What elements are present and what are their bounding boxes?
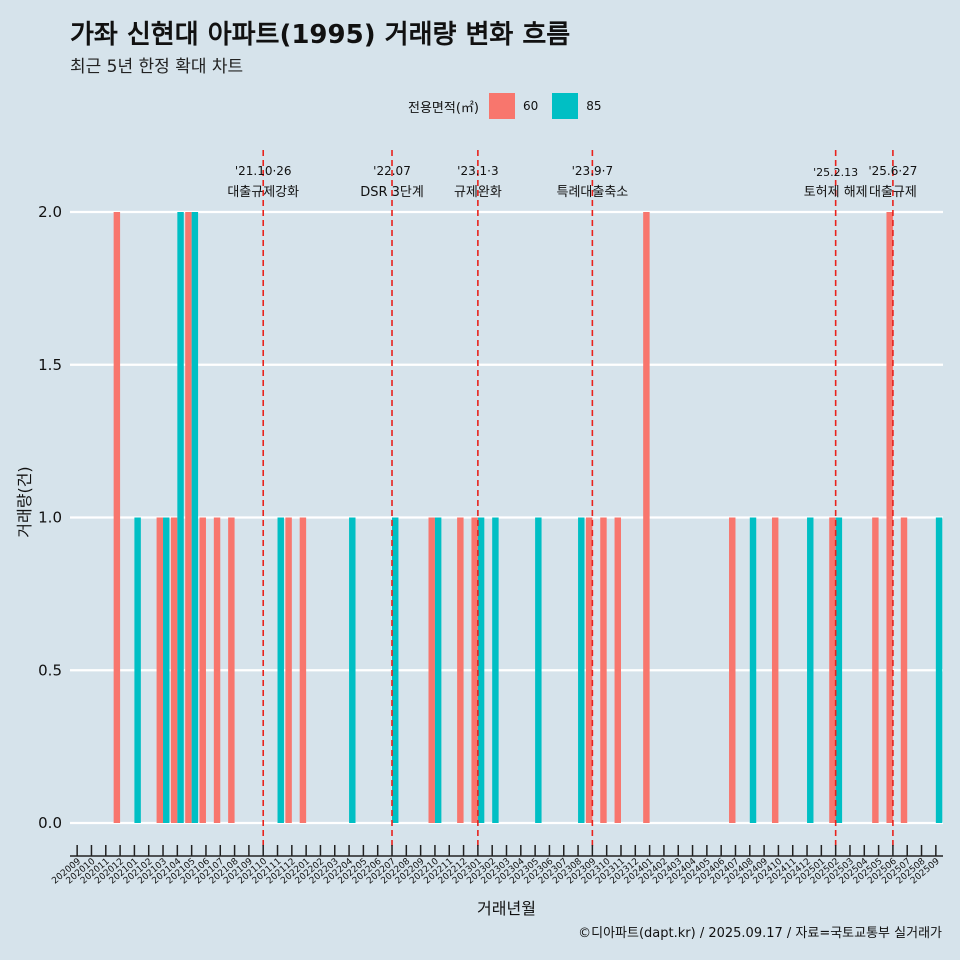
bar-60-202105 bbox=[185, 212, 192, 823]
y-axis-title: 거래량(건) bbox=[15, 466, 34, 537]
event-label: 규제완화 bbox=[454, 185, 502, 200]
y-tick-label: 0.0 bbox=[38, 814, 62, 832]
chart-title: 가좌 신현대 아파트(1995) 거래량 변화 흐름 bbox=[70, 20, 571, 50]
bar-85-202408 bbox=[749, 517, 757, 823]
bar-85-202509 bbox=[935, 517, 943, 823]
bar-60-202108 bbox=[228, 517, 235, 823]
event-label: 특례대출축소 bbox=[556, 185, 628, 200]
bar-60-202407 bbox=[729, 517, 736, 823]
event-date-label: '25.2.13 bbox=[813, 166, 858, 179]
bar-60-202210 bbox=[428, 517, 435, 823]
bar-60-202201 bbox=[299, 517, 307, 823]
bar-60-202506 bbox=[886, 212, 893, 823]
legend-label-60: 60 bbox=[522, 99, 539, 113]
bar-85-202204 bbox=[349, 517, 356, 823]
bar-85-202105 bbox=[191, 212, 199, 823]
bar-60-202311 bbox=[614, 517, 621, 823]
bar-60-202104 bbox=[170, 517, 178, 823]
bar-85-202305 bbox=[535, 517, 542, 823]
bar-60-202410 bbox=[771, 517, 779, 823]
bar-60-202502 bbox=[829, 517, 836, 823]
bar-60-202103 bbox=[156, 517, 164, 823]
bar-85-202412 bbox=[807, 517, 814, 823]
event-date-label: '25.6·27 bbox=[868, 164, 917, 178]
bar-60-202309 bbox=[585, 517, 593, 823]
bar-60-202106 bbox=[199, 517, 206, 823]
event-date-label: '21.10·26 bbox=[235, 164, 292, 178]
bar-85-202104 bbox=[177, 212, 184, 823]
y-tick-label: 0.5 bbox=[38, 661, 62, 679]
y-tick-label: 2.0 bbox=[38, 203, 62, 221]
bar-60-202301 bbox=[471, 517, 478, 823]
bar-60-202401 bbox=[643, 212, 650, 823]
event-date-label: '23.1·3 bbox=[457, 164, 498, 178]
event-label: 대출규제강화 bbox=[227, 185, 299, 200]
event-label: 대출규제 bbox=[869, 185, 917, 200]
bar-60-202310 bbox=[600, 517, 607, 823]
bar-85-202103 bbox=[163, 517, 170, 823]
source-caption: ©디아파트(dapt.kr) / 2025.09.17 / 자료=국토교통부 실… bbox=[578, 926, 942, 941]
y-tick-label: 1.0 bbox=[38, 509, 62, 527]
bar-85-202101 bbox=[134, 517, 141, 823]
bar-60-202112 bbox=[285, 517, 292, 823]
legend-key-85 bbox=[552, 93, 579, 119]
x-axis-title: 거래년월 bbox=[477, 899, 536, 918]
bar-85-202301 bbox=[477, 517, 485, 823]
event-label: DSR 3단계 bbox=[360, 185, 424, 200]
bar-85-202111 bbox=[277, 517, 284, 823]
bar-60-202212 bbox=[457, 517, 464, 823]
bar-85-202207 bbox=[392, 517, 399, 823]
bar-60-202505 bbox=[872, 517, 879, 823]
bar-85-202302 bbox=[492, 517, 499, 823]
event-label: 토허제 해제 bbox=[804, 185, 868, 200]
bar-85-202308 bbox=[578, 517, 585, 823]
legend: 전용면적(㎡) 60 85 bbox=[408, 93, 616, 119]
legend-label-85: 85 bbox=[586, 99, 602, 113]
legend-title: 전용면적(㎡) bbox=[408, 100, 479, 116]
bar-60-202507 bbox=[900, 517, 908, 823]
event-date-label: '23.9·7 bbox=[572, 164, 613, 178]
bar-85-202502 bbox=[835, 517, 843, 823]
bar-85-202210 bbox=[434, 517, 442, 823]
event-date-label: '22.07 bbox=[373, 164, 411, 178]
bar-60-202107 bbox=[213, 517, 221, 823]
chart-subtitle: 최근 5년 한정 확대 차트 bbox=[70, 57, 244, 77]
legend-key-60 bbox=[488, 93, 515, 119]
y-tick-label: 1.5 bbox=[38, 356, 62, 374]
bar-60-202012 bbox=[113, 212, 121, 823]
